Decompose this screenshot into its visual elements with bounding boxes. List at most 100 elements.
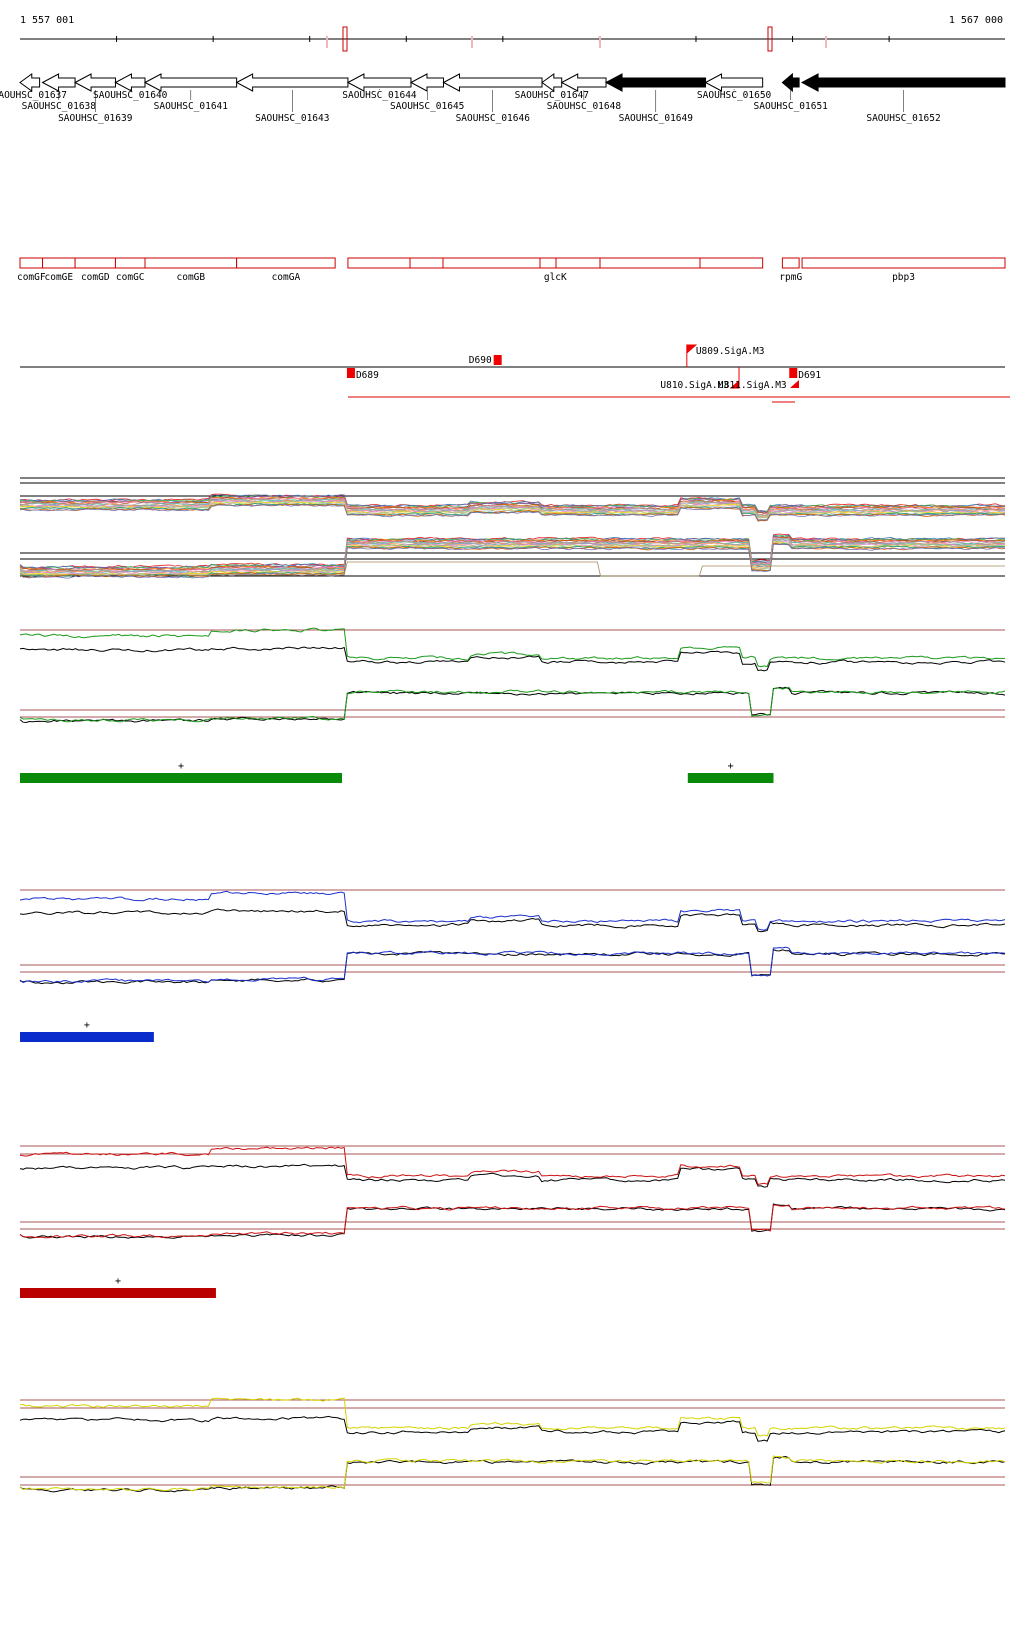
locus-arrow[interactable] [114, 73, 146, 92]
gene-name-label: rpmG [779, 272, 802, 283]
expression-curve [19, 493, 1006, 512]
terminator-marker[interactable] [789, 368, 798, 378]
locus-tag-label: SAOUHSC_01643 [255, 113, 329, 124]
locus-tag-label: SAOUHSC_01640 [93, 90, 168, 101]
green-condition-panel [19, 627, 1006, 724]
gene-name-label: comGC [116, 272, 145, 283]
expression-curve-reference [19, 908, 1006, 933]
locus-tag-label: SAOUHSC_01645 [390, 101, 464, 112]
locus-tag-label: SAOUHSC_01644 [342, 90, 417, 101]
ruler-start-label: 1 557 001 [20, 15, 74, 26]
gene-name-label: pbp3 [892, 272, 915, 283]
significance-segment[interactable] [20, 773, 343, 783]
locus-arrow[interactable] [409, 73, 444, 92]
expression-curve [19, 503, 1006, 521]
gene-name-label: glcK [544, 272, 567, 283]
gene-box[interactable] [42, 257, 76, 269]
expression-curve [19, 686, 1006, 723]
expression-curve-reference [19, 646, 1006, 672]
ruler-ticks [116, 26, 890, 52]
locus-tag-label: SAOUHSC_01650 [697, 90, 772, 101]
gene-box[interactable] [144, 257, 238, 269]
expression-curve-reference [19, 1163, 1006, 1188]
promoter-flag[interactable] [790, 380, 799, 388]
gene-box[interactable] [801, 257, 1006, 269]
expression-curve-reference [19, 1203, 1006, 1239]
gene-name-label: comGB [177, 272, 206, 283]
locus-tag-label: SAOUHSC_01652 [866, 113, 940, 124]
locus-tag-label: SAOUHSC_01641 [154, 101, 229, 112]
gene-name-label: comGA [272, 272, 301, 283]
expression-curve [19, 534, 1006, 569]
regulatory-feature-track: D689 D690 U809.SigA.M3 U810.SigA.M3 D691 U811… [20, 344, 1010, 403]
gene-name-label: comGF [17, 272, 46, 283]
segment-strand-label: + [178, 761, 184, 772]
blue-condition-panel [19, 889, 1006, 985]
locus-arrow[interactable] [143, 73, 238, 92]
expression-curve [19, 1146, 1006, 1186]
gene-box[interactable] [74, 257, 116, 269]
locus-tag-label: SAOUHSC_01637 [0, 90, 67, 101]
gene-box[interactable] [114, 257, 146, 269]
expression-curve-reference [19, 1415, 1006, 1442]
segment-strand-label: + [84, 1020, 90, 1031]
locus-arrow[interactable] [704, 73, 764, 92]
expression-curve [19, 543, 1006, 579]
terminator-marker[interactable] [493, 355, 502, 365]
red-condition-panel [19, 1145, 1006, 1239]
significance-segment[interactable] [20, 1288, 216, 1298]
expression-curve [19, 1455, 1006, 1492]
ruler-highlight-marker [342, 26, 348, 52]
gene-box[interactable] [781, 257, 800, 269]
expression-curve-reference [19, 686, 1006, 724]
gene-box[interactable] [19, 257, 44, 269]
feature-label: D690 [469, 355, 492, 366]
segment-strand-label: + [115, 1276, 121, 1287]
significance-segment[interactable] [20, 1032, 154, 1042]
locus-tag-label: SAOUHSC_01638 [22, 101, 97, 112]
significance-segment[interactable] [687, 773, 774, 783]
locus-tag-label: SAOUHSC_01639 [58, 113, 133, 124]
promoter-flag[interactable] [686, 344, 698, 367]
locus-tag-label: SAOUHSC_01647 [515, 90, 589, 101]
expression-curve-reference [19, 1455, 1006, 1493]
segment-strand-label: + [728, 761, 734, 772]
locus-arrow[interactable] [781, 72, 800, 93]
all-conditions-panel [19, 477, 1006, 579]
expression-curve [19, 500, 1006, 519]
feature-label: D689 [356, 370, 379, 381]
locus-arrow[interactable] [442, 73, 543, 92]
locus-tag-label: SAOUHSC_01649 [619, 113, 694, 124]
gene-box[interactable] [236, 257, 336, 269]
locus-arrow[interactable] [74, 73, 116, 92]
locus-arrow[interactable] [541, 73, 563, 92]
terminator-marker[interactable] [346, 368, 355, 378]
promoter-flag[interactable] [729, 367, 740, 389]
gene-box[interactable] [347, 257, 764, 269]
locus-tag-label: SAOUHSC_01646 [456, 113, 531, 124]
expression-curve [19, 535, 1006, 570]
ruler-end-label: 1 567 000 [949, 15, 1003, 26]
expression-curve [19, 1204, 1006, 1239]
locus-tag-label: SAOUHSC_01648 [547, 101, 622, 112]
locus-arrow[interactable] [801, 73, 1006, 92]
expression-curve [19, 890, 1006, 931]
yellow-condition-panel [19, 1397, 1006, 1493]
expression-curve-reference [19, 948, 1006, 985]
locus-arrow[interactable] [235, 73, 349, 92]
feature-label: U811.SigA.M3 [718, 380, 787, 391]
feature-label: U810.SigA.M3 [660, 380, 729, 391]
gene-name-label: comGD [81, 272, 110, 283]
locus-arrow[interactable] [560, 73, 607, 92]
ruler-highlight-marker [767, 26, 773, 52]
locus-arrow[interactable] [19, 73, 41, 92]
locus-arrow[interactable] [346, 73, 412, 92]
locus-arrow[interactable] [604, 73, 707, 92]
expression-curve [19, 496, 1006, 514]
locus-arrow[interactable] [41, 73, 76, 92]
expression-curve [19, 627, 1006, 668]
expression-curve [19, 946, 1006, 984]
